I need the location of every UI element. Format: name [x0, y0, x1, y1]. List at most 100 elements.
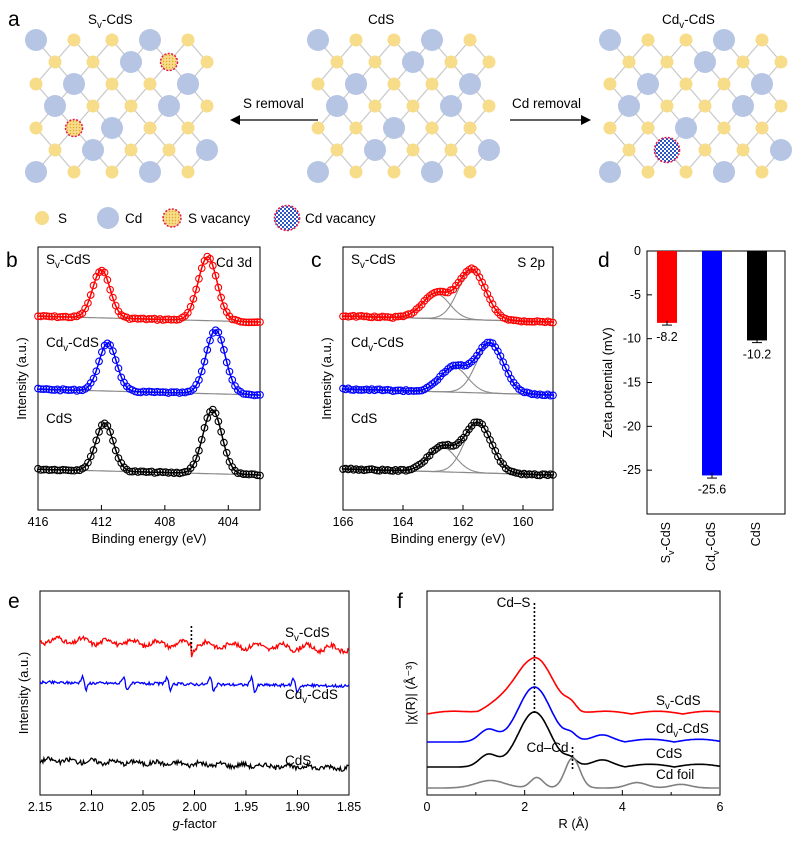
data-point [159, 316, 167, 324]
s-atom [603, 77, 617, 91]
s-atom [660, 99, 674, 113]
data-point [446, 442, 455, 450]
data-point [365, 465, 374, 474]
legend-cd-label: Cd [125, 211, 142, 226]
epr-trace [39, 673, 350, 695]
data-point [449, 285, 458, 294]
data-point [449, 361, 458, 370]
lattice-title-cds: CdS [368, 12, 394, 27]
data-point [64, 313, 73, 322]
data-point [200, 357, 209, 366]
data-point [245, 470, 253, 479]
data-point [61, 466, 70, 474]
data-point [59, 465, 67, 474]
data-point [92, 367, 101, 376]
data-point [256, 318, 264, 326]
data-point [339, 312, 347, 321]
s-atom [86, 55, 100, 69]
panel-e-label: e [8, 590, 20, 613]
cd-atom [364, 139, 386, 161]
data-point [378, 312, 387, 321]
data-point [396, 465, 405, 474]
y-tick-label: -10 [623, 332, 641, 346]
data-point [549, 471, 557, 479]
data-point [220, 346, 228, 354]
data-point [208, 261, 217, 270]
data-point [97, 348, 106, 356]
y-tick-label: -25 [623, 463, 641, 477]
bar [657, 251, 677, 323]
lattice-title-cdv: Cdv-CdS [662, 12, 715, 31]
data-point [192, 454, 201, 463]
data-point [415, 386, 423, 395]
data-point [142, 468, 151, 476]
cd-atom [101, 117, 123, 139]
data-point [454, 361, 463, 369]
annotation-label: Cd–Cd [526, 740, 568, 755]
cd-atom [770, 139, 792, 161]
data-point [159, 468, 167, 477]
bar-value-label: -10.2 [743, 347, 772, 361]
series-label: Sv-CdS [46, 252, 91, 271]
data-point [170, 469, 178, 477]
series-label: Sv-CdS [285, 625, 330, 644]
x-tick-label: 1.95 [234, 800, 258, 814]
panel-d: d 0 -5 -10 -15 -20 -25 Zeta potential (mV) -8.2 S… [598, 244, 786, 571]
data-point [407, 386, 416, 395]
y-axis-label: Intensity (a.u.) [14, 337, 29, 419]
data-point [84, 458, 92, 467]
x-tick-label: 408 [154, 515, 175, 529]
data-point [410, 387, 418, 395]
s-atom [755, 165, 769, 179]
data-point [178, 388, 187, 397]
exafs-trace [427, 757, 720, 789]
cd-atom [82, 139, 104, 161]
cd-atom [421, 161, 443, 183]
s-atom [406, 99, 420, 113]
x-axis-label: Binding energy (eV) [391, 531, 506, 546]
cd-atom [345, 73, 367, 95]
data-point [386, 466, 395, 475]
cd-atom [139, 161, 161, 183]
data-point [184, 308, 192, 317]
s-atom [311, 77, 325, 91]
s-atom [679, 77, 693, 91]
data-point [250, 318, 259, 327]
cd-atom [25, 161, 47, 183]
cd-atom [158, 95, 180, 117]
s-atom [736, 143, 750, 157]
x-tick-label: 2.05 [131, 800, 155, 814]
data-point [211, 409, 220, 418]
data-point [250, 391, 259, 400]
s-atom [406, 143, 420, 157]
data-point [142, 315, 151, 324]
data-point [488, 339, 497, 348]
panel-f-label: f [397, 590, 403, 613]
data-point [420, 296, 429, 305]
data-point [496, 311, 505, 320]
data-point [242, 318, 250, 327]
series-1: Cdv-CdS [34, 326, 264, 400]
data-point [36, 466, 45, 474]
data-point [131, 314, 139, 323]
data-point [109, 436, 117, 445]
lattice-title-sv: Sv-CdS [88, 12, 133, 31]
data-point [467, 357, 476, 366]
s-atom [29, 77, 43, 91]
data-point [220, 438, 228, 447]
cd-atom [326, 95, 348, 117]
s-atom [755, 121, 769, 135]
data-point [61, 385, 70, 394]
data-point [36, 385, 45, 393]
cd-atom [44, 95, 66, 117]
s-atom [774, 55, 788, 69]
data-point [53, 466, 62, 475]
s-atom [482, 99, 496, 113]
data-point [239, 389, 248, 398]
data-point [214, 283, 223, 292]
s-atom [660, 55, 674, 69]
data-point [39, 385, 48, 394]
panel-a-label: a [8, 8, 20, 31]
data-point [197, 367, 206, 376]
legend-cdvac-label: Cd vacancy [305, 211, 376, 226]
